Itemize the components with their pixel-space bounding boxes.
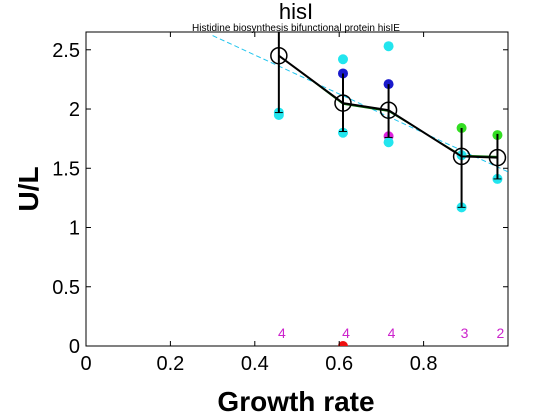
count-label: 3 bbox=[461, 325, 469, 341]
x-tick-label: 0.4 bbox=[241, 353, 269, 375]
chart-title: hisI bbox=[279, 0, 313, 24]
plot-marks bbox=[212, 32, 508, 346]
mean-marker bbox=[452, 147, 471, 166]
count-label: 4 bbox=[342, 325, 350, 341]
y-tick-label: 2 bbox=[69, 99, 80, 121]
y-axis-title: U/L bbox=[13, 166, 44, 211]
data-point-cyan bbox=[383, 41, 394, 52]
data-point-cyan bbox=[337, 54, 348, 65]
x-axis-title: Growth rate bbox=[217, 386, 374, 417]
fit-line bbox=[212, 35, 508, 173]
count-label: 2 bbox=[497, 325, 505, 341]
y-tick-label: 1.5 bbox=[52, 158, 80, 180]
count-label: 4 bbox=[278, 325, 286, 341]
y-tick-label: 1 bbox=[69, 218, 80, 240]
x-tick-label: 0.6 bbox=[325, 353, 353, 375]
mean-marker bbox=[270, 46, 288, 65]
axes: 0 0.2 0.4 0.6 0.8 0 0.5 1 1.5 2 2.5 bbox=[52, 32, 508, 375]
mean-marker bbox=[488, 148, 507, 167]
x-tick-label: 0.8 bbox=[410, 353, 438, 375]
mean-marker bbox=[379, 101, 398, 119]
data-point-cyan bbox=[383, 137, 394, 148]
plot-area bbox=[85, 31, 509, 347]
mean-marker bbox=[334, 94, 352, 112]
data-point-cyan bbox=[337, 127, 348, 138]
chart-subtitle: Histidine biosynthesis bifunctional prot… bbox=[192, 23, 400, 34]
y-tick-label: 0 bbox=[69, 336, 80, 358]
count-label: 4 bbox=[388, 325, 396, 341]
x-tick-label: 0 bbox=[80, 353, 91, 375]
y-tick-label: 0.5 bbox=[52, 277, 80, 299]
y-tick-label: 2.5 bbox=[52, 40, 80, 62]
x-tick-label: 0.2 bbox=[156, 353, 184, 375]
data-point-red bbox=[337, 341, 348, 346]
mean-line bbox=[278, 54, 498, 159]
